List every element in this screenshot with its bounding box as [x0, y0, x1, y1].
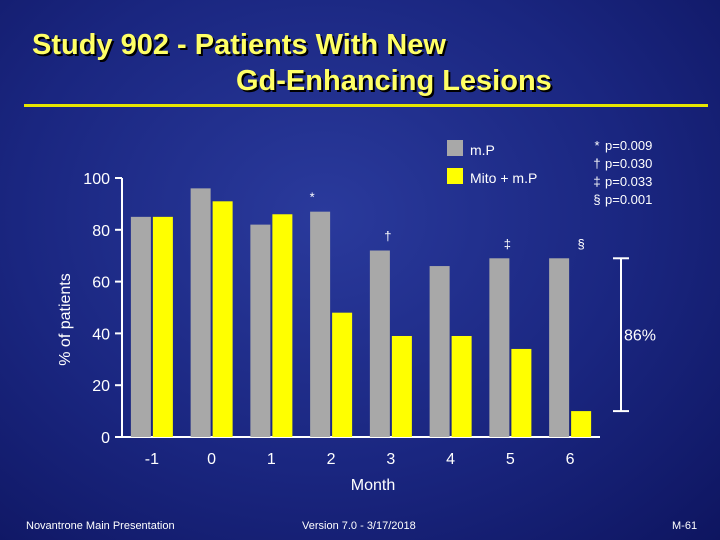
y-tick-label: 0: [101, 430, 110, 447]
legend-swatch-mP: [447, 140, 463, 156]
slide-title: Study 902 - Patients With New Gd-Enhanci…: [0, 0, 720, 110]
significance-key-label: p=0.033: [605, 174, 652, 189]
x-axis-label: Month: [351, 477, 395, 494]
y-tick-label: 60: [92, 275, 110, 292]
legend-label-mP: m.P: [470, 142, 495, 158]
x-tick-label: 3: [386, 451, 395, 468]
bar-mito-mP: [451, 335, 472, 437]
x-tick-label: 5: [506, 451, 515, 468]
slide-title-line2: Gd-Enhancing Lesions: [236, 65, 552, 97]
y-tick-label: 100: [83, 171, 110, 188]
significance-key-symbol: ‡: [593, 174, 600, 189]
bar-mito-mP: [272, 214, 293, 437]
footer-slide-number: M-61: [672, 520, 698, 532]
bar-mP: [190, 188, 211, 437]
significance-marker: *: [310, 190, 315, 205]
reduction-label: 86%: [624, 328, 656, 345]
bar-mito-mP: [511, 348, 532, 437]
y-tick-label: 80: [92, 223, 110, 240]
bar-mP: [549, 258, 570, 437]
bar-mP: [369, 250, 390, 437]
bar-mito-mP: [212, 201, 233, 437]
bar-mP: [489, 258, 510, 437]
footer-presentation-name: Novantrone Main Presentation: [26, 520, 175, 532]
x-tick-label: 1: [267, 451, 276, 468]
x-tick-label: 4: [446, 451, 455, 468]
significance-key-symbol: *: [594, 138, 599, 153]
slide-title-line1: Study 902 - Patients With New: [32, 29, 446, 61]
significance-key-symbol: §: [593, 192, 600, 207]
significance-key-label: p=0.030: [605, 156, 652, 171]
bar-mP: [429, 266, 450, 437]
y-tick-label: 40: [92, 326, 110, 343]
bar-mP: [310, 211, 331, 437]
y-axis-label: % of patients: [57, 273, 74, 366]
significance-key-label: p=0.009: [605, 138, 652, 153]
bar-mito-mP: [571, 411, 592, 437]
legend-swatch-mito-mP: [447, 168, 463, 184]
x-tick-label: 0: [207, 451, 216, 468]
significance-marker: §: [578, 236, 585, 251]
significance-marker: †: [384, 229, 391, 244]
x-tick-label: -1: [145, 451, 159, 468]
significance-key-label: p=0.001: [605, 192, 652, 207]
bar-mito-mP: [152, 216, 173, 437]
bar-mP: [250, 224, 271, 437]
y-tick-label: 20: [92, 378, 110, 395]
footer-version: Version 7.0 - 3/17/2018: [302, 520, 416, 532]
x-tick-label: 6: [566, 451, 575, 468]
significance-key-symbol: †: [593, 156, 600, 171]
bar-mito-mP: [332, 312, 353, 437]
bar-mP: [130, 216, 151, 437]
x-tick-label: 2: [327, 451, 336, 468]
significance-marker: ‡: [504, 236, 511, 251]
title-divider: [24, 104, 708, 107]
bar-mito-mP: [391, 335, 412, 437]
legend-label-mito-mP: Mito + m.P: [470, 170, 537, 186]
